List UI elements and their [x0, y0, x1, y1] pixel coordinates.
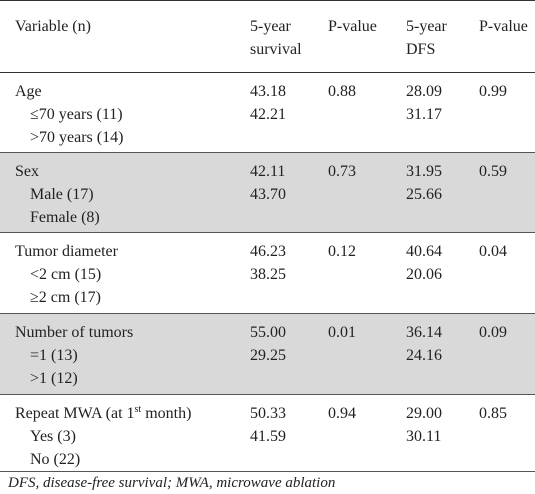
row-variable-superscript: st [134, 404, 142, 415]
row-subgroup-survival: 43.70 [250, 186, 286, 203]
row-subgroup-label: <2 cm (15) [30, 266, 102, 283]
row-survival: 55.00 [250, 324, 286, 341]
header-variable: Variable (n) [15, 18, 91, 35]
survival-table: Variable (n) 5-year survival P-value 5-y… [0, 0, 535, 472]
row-p-value-2: 0.04 [479, 243, 507, 260]
row-p-value-1: 0.94 [328, 405, 356, 422]
row-subgroup-label: No (22) [30, 451, 81, 468]
row-subgroup-dfs: 31.17 [406, 106, 442, 123]
row-variable: Sex [15, 163, 39, 180]
header-dfs-line2: DFS [406, 41, 436, 58]
row-p-value-1: 0.12 [328, 243, 356, 260]
row-subgroup-label: Yes (3) [30, 428, 76, 445]
row-subgroup-survival: 41.59 [250, 428, 286, 445]
row-variable: Repeat MWA (at 1st month) [15, 402, 191, 425]
row-subgroup-label: ≥2 cm (17) [30, 289, 101, 306]
table-footnote: DFS, disease-free survival; MWA, microwa… [8, 475, 336, 491]
table-header: Variable (n) 5-year survival P-value 5-y… [0, 1, 535, 73]
row-survival: 46.23 [250, 243, 286, 260]
table-row-group-number-of-tumors: Number of tumors 55.00 0.01 36.14 0.09 =… [0, 314, 535, 395]
row-subgroup-survival: 29.25 [250, 347, 286, 364]
row-subgroup-label: >1 (12) [30, 370, 78, 387]
row-subgroup-dfs: 25.66 [406, 186, 442, 203]
row-subgroup-label: ≤70 years (11) [30, 106, 123, 123]
row-subgroup-label: =1 (13) [30, 347, 78, 364]
table-row-group-repeat-mwa: Repeat MWA (at 1st month) 50.33 0.94 29.… [0, 395, 535, 472]
table-row-group-age: Age 43.18 0.88 28.09 0.99 ≤70 years (11)… [0, 73, 535, 153]
row-dfs: 28.09 [406, 83, 442, 100]
row-variable-suffix: month) [141, 405, 192, 422]
row-p-value-1: 0.73 [328, 163, 356, 180]
row-p-value-2: 0.85 [479, 405, 507, 422]
row-subgroup-label: Male (17) [30, 186, 94, 203]
row-subgroup-dfs: 24.16 [406, 347, 442, 364]
table-row-group-sex: Sex 42.11 0.73 31.95 0.59 Male (17) 43.7… [0, 153, 535, 233]
header-survival-line1: 5-year [250, 18, 291, 35]
row-survival: 50.33 [250, 405, 286, 422]
row-p-value-1: 0.01 [328, 324, 356, 341]
row-variable: Age [15, 83, 42, 100]
row-subgroup-label: >70 years (14) [30, 129, 124, 146]
row-survival: 42.11 [250, 163, 286, 180]
header-dfs-line1: 5-year [406, 18, 447, 35]
row-subgroup-dfs: 20.06 [406, 266, 442, 283]
row-variable-prefix: Repeat MWA (at 1 [15, 405, 135, 422]
row-variable: Number of tumors [15, 324, 134, 341]
row-p-value-2: 0.99 [479, 83, 507, 100]
row-subgroup-dfs: 30.11 [406, 428, 442, 445]
header-p-value-1: P-value [328, 18, 377, 35]
header-survival-line2: survival [250, 41, 302, 58]
row-survival: 43.18 [250, 83, 286, 100]
row-dfs: 31.95 [406, 163, 442, 180]
row-p-value-2: 0.09 [479, 324, 507, 341]
row-dfs: 40.64 [406, 243, 442, 260]
row-variable: Tumor diameter [15, 243, 118, 260]
table-row-group-tumor-diameter: Tumor diameter 46.23 0.12 40.64 0.04 <2 … [0, 233, 535, 314]
row-dfs: 36.14 [406, 324, 442, 341]
row-subgroup-survival: 38.25 [250, 266, 286, 283]
row-p-value-1: 0.88 [328, 83, 356, 100]
row-p-value-2: 0.59 [479, 163, 507, 180]
row-subgroup-survival: 42.21 [250, 106, 286, 123]
row-subgroup-label: Female (8) [30, 209, 100, 226]
header-p-value-2: P-value [479, 18, 528, 35]
row-dfs: 29.00 [406, 405, 442, 422]
